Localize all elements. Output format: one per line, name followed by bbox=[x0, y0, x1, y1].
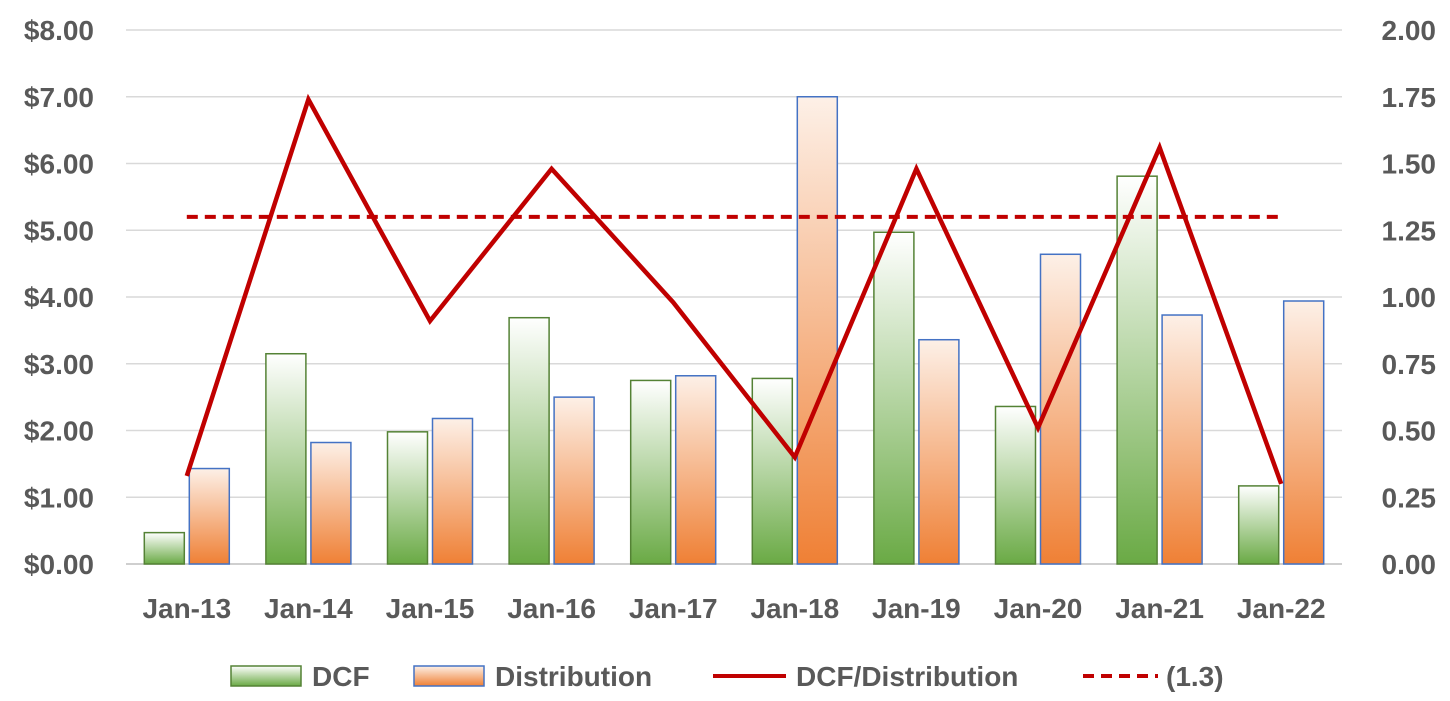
distribution-bar bbox=[310, 441, 352, 565]
distribution-bar bbox=[674, 375, 717, 565]
gridlines bbox=[126, 29, 1342, 565]
left-tick-label: $6.00 bbox=[24, 149, 94, 180]
distribution-bar bbox=[188, 467, 231, 565]
left-tick-label: $7.00 bbox=[24, 82, 94, 113]
left-tick-label: $1.00 bbox=[24, 482, 94, 513]
category-label: Jan-22 bbox=[1237, 593, 1326, 624]
left-tick-label: $4.00 bbox=[24, 282, 94, 313]
distribution-bar bbox=[1282, 300, 1325, 565]
dcf-bar bbox=[1116, 175, 1158, 565]
category-label: Jan-19 bbox=[872, 593, 961, 624]
left-axis: $0.00 $1.00 $2.00 $3.00 $4.00 $5.00 $6.00 $7.00… bbox=[24, 15, 94, 580]
dcf-bar bbox=[751, 377, 794, 565]
x-axis: Jan-13 Jan-14 Jan-15 Jan-16 Jan-17 Jan-18 Jan-… bbox=[142, 593, 1325, 624]
left-tick-label: $8.00 bbox=[24, 15, 94, 46]
legend-label-distribution: Distribution bbox=[495, 661, 652, 692]
legend-label-dcf: DCF bbox=[312, 661, 370, 692]
dcf-bar bbox=[143, 531, 186, 565]
right-axis: 0.00 0.25 0.50 0.75 1.00 1.25 1.50 1.75 2.00 bbox=[1382, 15, 1437, 580]
dcf-bar bbox=[265, 352, 307, 565]
distribution-bar bbox=[796, 96, 839, 565]
distribution-bar bbox=[1161, 314, 1203, 565]
left-tick-label: $5.00 bbox=[24, 215, 94, 246]
right-tick-label: 0.00 bbox=[1382, 549, 1437, 580]
right-tick-label: 2.00 bbox=[1382, 15, 1437, 46]
dcf-bar bbox=[994, 405, 1037, 565]
legend-swatch-distribution bbox=[413, 665, 485, 687]
category-label: Jan-15 bbox=[386, 593, 475, 624]
distribution-bar bbox=[918, 338, 960, 565]
right-tick-label: 1.25 bbox=[1382, 215, 1437, 246]
right-tick-label: 0.50 bbox=[1382, 416, 1437, 447]
category-label: Jan-13 bbox=[142, 593, 231, 624]
dcf-bar bbox=[1237, 485, 1280, 565]
bars bbox=[143, 96, 1325, 565]
dcf-bar bbox=[629, 379, 672, 565]
right-tick-label: 1.75 bbox=[1382, 82, 1437, 113]
category-label: Jan-16 bbox=[507, 593, 596, 624]
left-tick-label: $2.00 bbox=[24, 416, 94, 447]
right-tick-label: 0.75 bbox=[1382, 349, 1437, 380]
lines bbox=[184, 93, 1284, 485]
dcf-bar bbox=[386, 431, 429, 565]
category-label: Jan-17 bbox=[629, 593, 718, 624]
right-tick-label: 0.25 bbox=[1382, 482, 1437, 513]
right-tick-label: 1.50 bbox=[1382, 149, 1437, 180]
category-label: Jan-20 bbox=[994, 593, 1083, 624]
legend-label-threshold: (1.3) bbox=[1166, 661, 1224, 692]
dcf-bar bbox=[873, 231, 915, 565]
left-tick-label: $3.00 bbox=[24, 349, 94, 380]
legend: DCF Distribution DCF/Distribution (1.3) bbox=[230, 661, 1224, 692]
left-tick-label: $0.00 bbox=[24, 549, 94, 580]
legend-swatch-dcf bbox=[230, 665, 302, 687]
dcf-bar bbox=[508, 316, 550, 565]
category-label: Jan-21 bbox=[1115, 593, 1204, 624]
category-label: Jan-14 bbox=[264, 593, 353, 624]
legend-label-ratio: DCF/Distribution bbox=[796, 661, 1018, 692]
distribution-bar bbox=[553, 396, 595, 565]
category-label: Jan-18 bbox=[750, 593, 839, 624]
distribution-bar bbox=[431, 417, 474, 565]
ratio-line bbox=[184, 93, 1284, 485]
right-tick-label: 1.00 bbox=[1382, 282, 1437, 313]
